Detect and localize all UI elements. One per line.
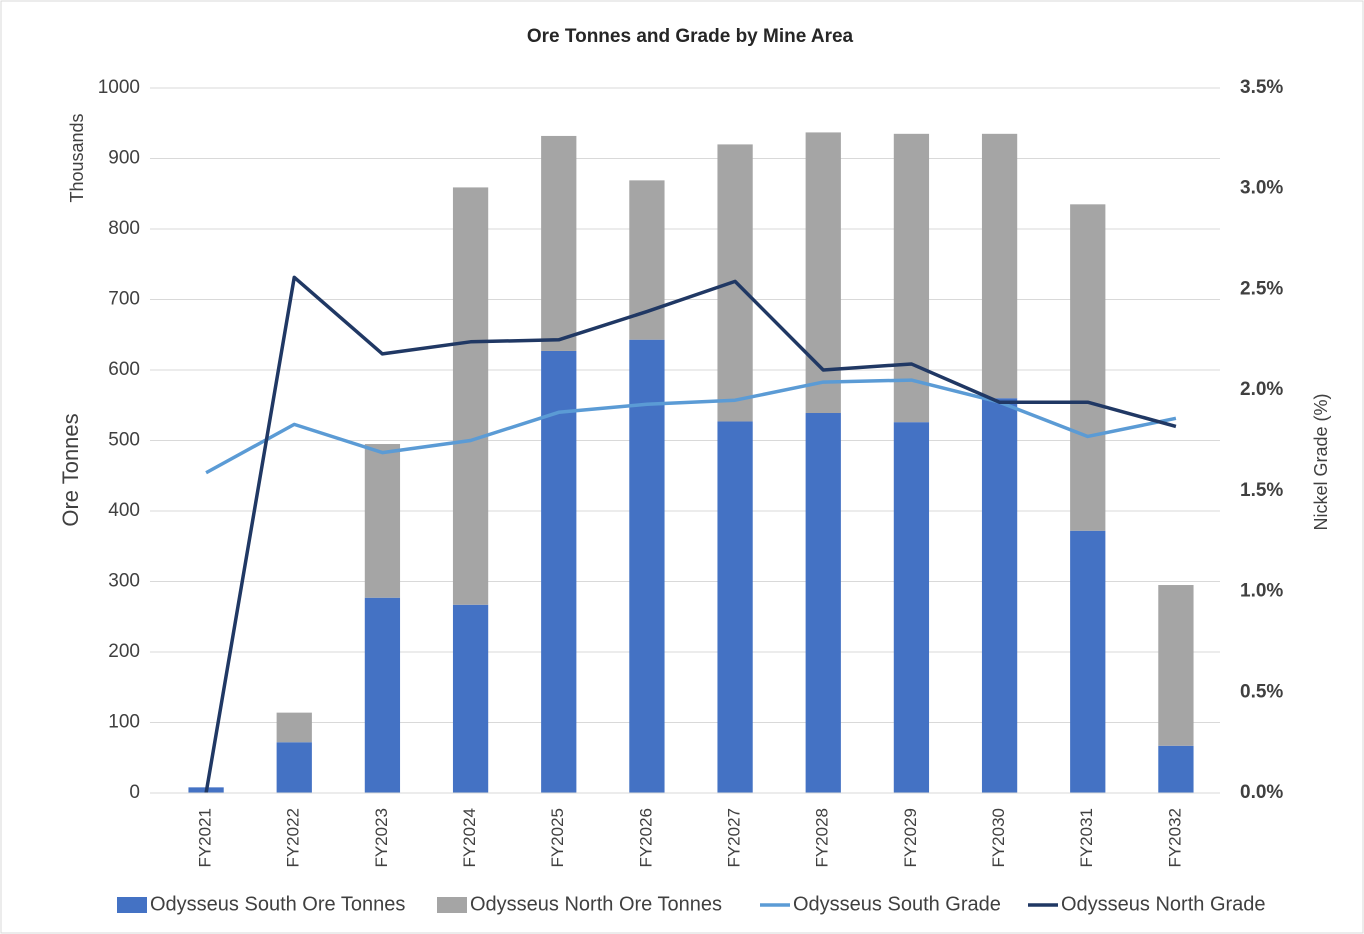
bar bbox=[452, 187, 489, 605]
y-unit-label: Thousands bbox=[67, 113, 87, 202]
line bbox=[204, 275, 1177, 794]
bar bbox=[981, 133, 1018, 399]
y2-tick-label: 3.5% bbox=[1240, 77, 1283, 98]
x-tick-label: FY2022 bbox=[284, 808, 303, 868]
y2-tick-label: 0.5% bbox=[1240, 681, 1283, 702]
y2-tick-label: 2.5% bbox=[1240, 278, 1283, 299]
y-tick-label: 1000 bbox=[98, 77, 140, 98]
bar bbox=[1158, 745, 1194, 793]
x-tick-label: FY2031 bbox=[1077, 808, 1096, 868]
y2-tick-label: 1.0% bbox=[1240, 581, 1283, 602]
bar bbox=[541, 350, 577, 793]
x-tick-label: FY2024 bbox=[460, 808, 479, 868]
x-tick-label: FY2023 bbox=[372, 808, 391, 868]
legend-label: Odysseus South Grade bbox=[793, 893, 1001, 915]
y-tick-label: 700 bbox=[108, 289, 140, 310]
legend-swatch bbox=[117, 897, 147, 913]
bar bbox=[364, 597, 401, 793]
legend-label: Odysseus North Ore Tonnes bbox=[470, 893, 722, 915]
bar bbox=[1070, 530, 1106, 793]
y2-tick-label: 0.0% bbox=[1240, 782, 1283, 803]
bar bbox=[893, 422, 930, 793]
bar bbox=[276, 742, 312, 793]
legend-label: Odysseus North Grade bbox=[1061, 893, 1266, 915]
y-tick-label: 900 bbox=[108, 148, 140, 169]
y2-tick-label: 3.0% bbox=[1240, 178, 1283, 199]
bar bbox=[805, 132, 841, 414]
y-tick-label: 300 bbox=[108, 571, 140, 592]
y-tick-label: 0 bbox=[129, 782, 140, 803]
y2-tick-label: 1.5% bbox=[1240, 480, 1283, 501]
y2-axis-label: Nickel Grade (%) bbox=[1311, 393, 1331, 530]
bar bbox=[717, 421, 753, 793]
bar bbox=[1070, 204, 1106, 531]
x-tick-label: FY2032 bbox=[1165, 808, 1184, 868]
y-tick-label: 800 bbox=[108, 218, 140, 239]
legend-swatch bbox=[437, 897, 467, 913]
legend-label: Odysseus South Ore Tonnes bbox=[150, 893, 405, 915]
bar bbox=[893, 133, 930, 423]
bar bbox=[541, 135, 577, 351]
bar bbox=[981, 398, 1018, 793]
x-tick-label: FY2030 bbox=[989, 808, 1008, 868]
bar bbox=[1158, 585, 1194, 746]
y-tick-label: 500 bbox=[108, 430, 140, 451]
bar bbox=[452, 604, 489, 793]
x-tick-label: FY2025 bbox=[548, 808, 567, 868]
x-tick-label: FY2026 bbox=[636, 808, 655, 868]
bar bbox=[629, 339, 665, 793]
line bbox=[205, 378, 1177, 475]
x-tick-label: FY2021 bbox=[196, 808, 215, 868]
y-axis-label: Ore Tonnes bbox=[58, 413, 83, 526]
y-tick-label: 600 bbox=[108, 359, 140, 380]
y2-tick-label: 2.0% bbox=[1240, 379, 1283, 400]
bar bbox=[364, 444, 401, 598]
bar bbox=[276, 712, 312, 743]
y-tick-label: 200 bbox=[108, 641, 140, 662]
y-tick-label: 400 bbox=[108, 500, 140, 521]
y-tick-label: 100 bbox=[108, 712, 140, 733]
x-tick-label: FY2027 bbox=[725, 808, 744, 868]
chart-title: Ore Tonnes and Grade by Mine Area bbox=[527, 26, 854, 47]
x-tick-label: FY2028 bbox=[813, 808, 832, 868]
x-tick-label: FY2029 bbox=[901, 808, 920, 868]
bar bbox=[805, 413, 841, 793]
